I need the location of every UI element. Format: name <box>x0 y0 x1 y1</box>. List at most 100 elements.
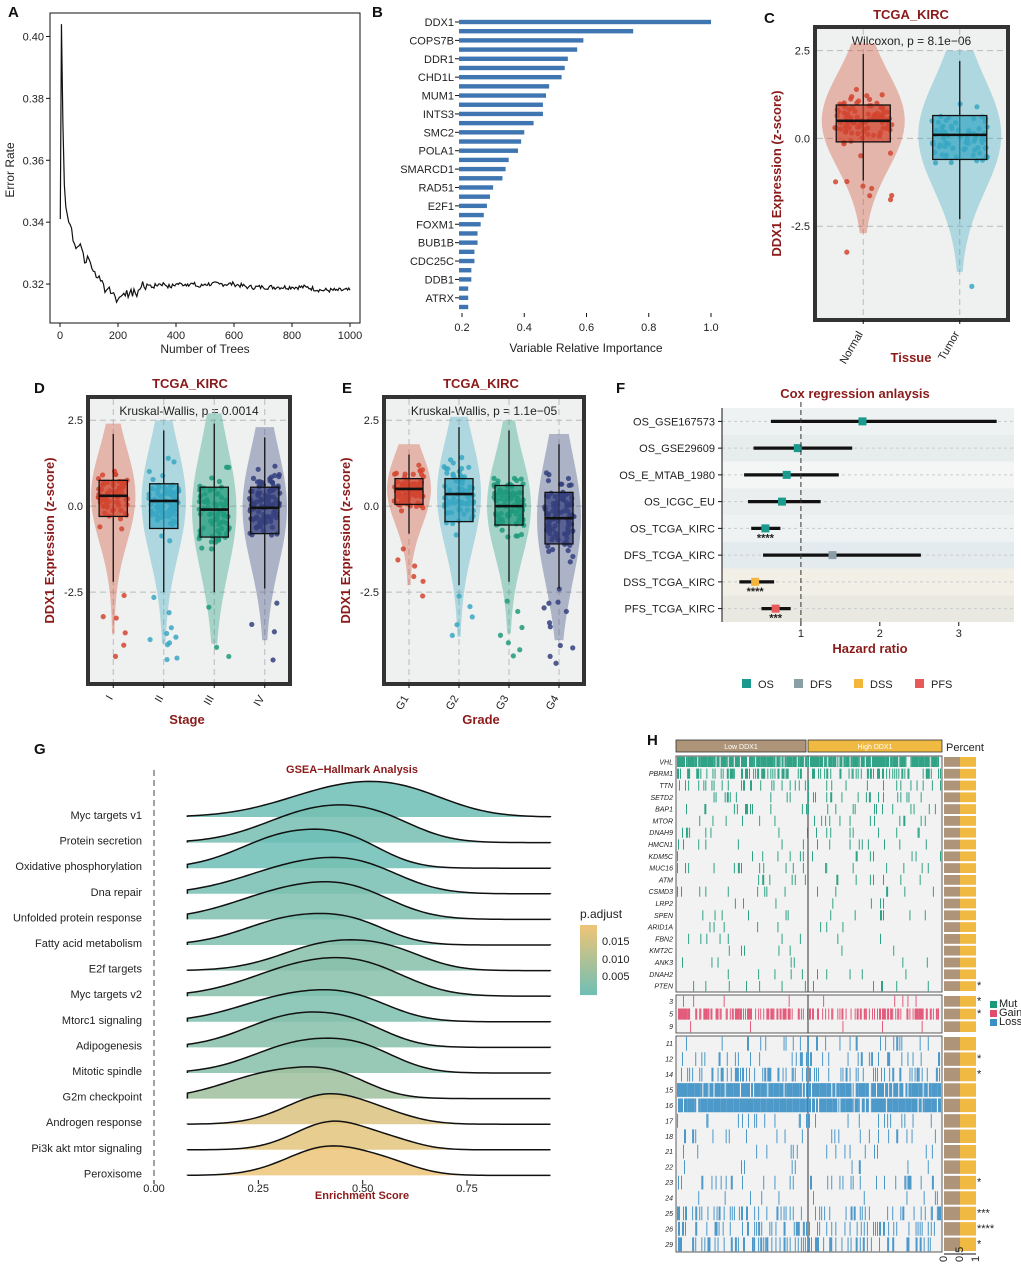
panel-c-annotation: Wilcoxon, p = 8.1e−06 <box>852 34 972 48</box>
panel-c-point <box>869 185 875 192</box>
panel-g-ridge-fill-4 <box>187 881 551 920</box>
panel-h-mut-percent-high-18 <box>960 969 976 980</box>
panel-d-box-0 <box>98 479 129 518</box>
panel-f-row-label-3: OS_ICGC_EU <box>644 497 715 509</box>
panel-b-bar-14 <box>459 148 519 153</box>
panel-label-g: G <box>34 741 46 758</box>
panel-h-loss-row-cells-12 <box>678 1221 935 1236</box>
panel-b-bar-31 <box>459 304 469 310</box>
panel-h-group-bar-low <box>675 739 807 753</box>
panel-a-ytick-label-4: 0.40 <box>23 31 44 43</box>
panel-e-xtick-label-2: G3 <box>494 694 512 713</box>
panel-h-loss-sig-11: *** <box>977 1207 991 1219</box>
panel-e-point <box>556 586 562 592</box>
panel-c-ylabel: DDX1 Expression (z-score) <box>769 90 784 256</box>
panel-h-mut-row-label-2: TTN <box>659 783 674 790</box>
panel-c-point <box>932 160 939 166</box>
panel-h-mut-percent-high-4 <box>960 804 976 814</box>
panel-h-loss-row-cells-13 <box>678 1237 931 1252</box>
panel-g-row-label-9: Adipogenesis <box>76 1040 143 1052</box>
panel-d-point <box>168 625 174 631</box>
panel-g-row-label-13: Pi3k akt mtor signaling <box>31 1143 142 1155</box>
panel-h-loss-row-cells-1 <box>682 1052 940 1066</box>
panel-h-loss-percent-low-13 <box>944 1237 960 1251</box>
panel-h-loss-row-label-5: 17 <box>665 1118 674 1125</box>
panel-h-loss-row-cells-0 <box>686 1036 929 1051</box>
panel-d-point <box>150 476 156 483</box>
panel-e-point <box>453 532 459 538</box>
panel-h-mut-percent-high-5 <box>960 816 976 826</box>
panel-h-legend-label-0: Mut <box>999 998 1017 1010</box>
panel-g-legend-tick-2: 0.005 <box>602 971 630 983</box>
panel-f-legend-label-1: DFS <box>810 679 832 691</box>
panel-d-title: TCGA_KIRC <box>152 376 228 391</box>
panel-d-point <box>213 644 220 650</box>
panel-h-gain-row-cells-1 <box>678 1008 939 1020</box>
panel-g-ridge-line-11 <box>186 1066 551 1100</box>
panel-h-mut-row-label-1: PBRM1 <box>649 771 673 778</box>
panel-d-xtick-label-2: III <box>202 694 217 708</box>
panel-h-mut-percent-low-4 <box>944 804 960 814</box>
panel-d-point <box>216 478 223 485</box>
panel-b-xtick-label-2: 0.6 <box>579 322 594 334</box>
panel-h-gain-percent-low-1 <box>944 1008 960 1020</box>
panel-a-xtick-label-5: 1000 <box>338 330 362 342</box>
panel-d-point <box>209 475 215 481</box>
panel-b-bar-3 <box>459 47 578 52</box>
panel-e-point <box>549 547 556 553</box>
panel-h-loss-row-label-1: 12 <box>665 1057 673 1064</box>
panel-h-mut-row-cells-3 <box>713 792 922 803</box>
panel-b-category-label: CDC25C <box>410 256 454 268</box>
panel-h-loss-percent-high-0 <box>960 1037 976 1051</box>
panel-h-loss-sig-1: * <box>977 1053 982 1065</box>
panel-b-category-label: FOXM1 <box>416 219 454 231</box>
panel-e-point <box>395 557 401 563</box>
panel-h-loss-row-label-13: 29 <box>664 1242 673 1249</box>
panel-h-loss-percent-high-11 <box>960 1206 976 1221</box>
panel-d-point <box>271 629 277 635</box>
panel-e-point <box>515 608 521 615</box>
panel-h-gain-percent-high-1 <box>960 1008 976 1020</box>
panel-h-group-label-low: Low DDX1 <box>724 744 758 751</box>
panel-h-mut-percent-low-16 <box>944 945 960 956</box>
panel-h-loss-percent-low-8 <box>944 1160 960 1174</box>
panel-c-xtick-label-1: Tumor <box>936 329 962 362</box>
panel-f-sig-6: **** <box>747 586 765 598</box>
panel-h-loss-row-label-0: 11 <box>666 1041 673 1048</box>
panel-e-xlabel: Grade <box>462 712 500 727</box>
panel-b-bar-28 <box>459 277 472 282</box>
panel-h-loss-row-cells-9 <box>678 1175 934 1190</box>
panel-d-point <box>100 614 106 620</box>
panel-e-xtick-label-0: G1 <box>394 694 412 713</box>
panel-h-group-label-high: High DDX1 <box>857 744 892 751</box>
panel-d-point <box>171 459 177 465</box>
panel-c-point <box>832 179 839 185</box>
panel-h-mut-row-cells-17 <box>682 957 928 968</box>
panel-e-point <box>449 632 455 639</box>
panel-e-point <box>456 593 462 599</box>
panel-f-xlabel: Hazard ratio <box>832 641 907 656</box>
panel-d-point <box>167 538 173 544</box>
panel-f-legend-swatch-1 <box>794 679 803 688</box>
panel-g-ridge-line-10 <box>186 1037 552 1074</box>
panel-f-hr-marker-4 <box>761 524 770 533</box>
panel-g-ridge-line-1 <box>186 804 552 844</box>
panel-e-point <box>466 464 472 470</box>
panel-e-point <box>467 603 473 610</box>
panel-b-bar-17 <box>459 176 503 181</box>
panel-d-boxplot: TCGA_KIRC 2.5 0.0 -2.5 Kruskal-Wallis, p = 0… <box>42 376 292 727</box>
panel-d-point <box>99 472 106 478</box>
panel-h-mut-percent-low-14 <box>944 922 960 932</box>
panel-g-ridge-fill-12 <box>187 1093 551 1125</box>
panel-a-xtick-label-3: 600 <box>225 330 243 342</box>
panel-d-point <box>173 634 179 640</box>
panel-e-point <box>411 573 417 580</box>
panel-d-annotation: Kruskal-Wallis, p = 0.0014 <box>119 404 259 418</box>
panel-h-loss-percent-high-12 <box>960 1222 976 1236</box>
panel-d-point <box>97 524 103 530</box>
panel-e-point <box>497 632 504 638</box>
panel-g-row-label-8: Mtorc1 signaling <box>62 1015 142 1027</box>
panel-h-legend-label-1: Gain <box>999 1007 1021 1019</box>
panel-h-loss-row-label-8: 22 <box>664 1165 673 1172</box>
panel-h-loss-percent-low-0 <box>944 1037 960 1051</box>
